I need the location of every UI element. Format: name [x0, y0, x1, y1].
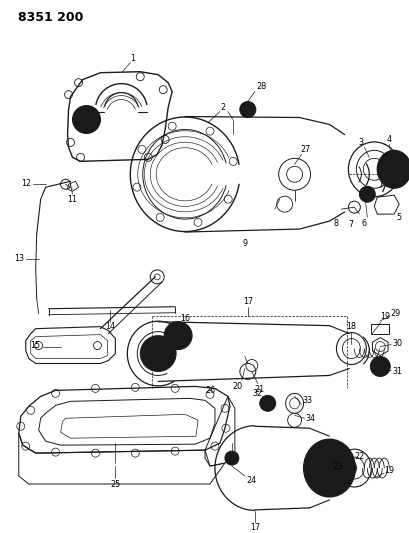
Text: 33: 33 [302, 396, 312, 405]
Text: 20: 20 [232, 382, 243, 391]
Text: 17: 17 [242, 297, 252, 306]
Circle shape [164, 322, 191, 350]
Text: 3: 3 [358, 138, 363, 147]
Text: 12: 12 [20, 179, 31, 188]
Text: 13: 13 [14, 254, 24, 263]
Text: 18: 18 [346, 322, 355, 331]
Text: 27: 27 [300, 145, 310, 154]
Text: 8: 8 [333, 219, 338, 228]
Text: 7: 7 [348, 220, 353, 229]
Text: 4: 4 [386, 135, 391, 144]
Text: 26: 26 [204, 386, 214, 395]
Text: 1: 1 [130, 54, 135, 63]
Text: 8351 200: 8351 200 [18, 11, 83, 25]
Text: 14: 14 [105, 322, 115, 331]
Ellipse shape [303, 439, 355, 497]
Text: 11: 11 [67, 195, 77, 204]
Circle shape [259, 395, 275, 411]
Circle shape [358, 186, 374, 202]
Text: 24: 24 [246, 475, 256, 484]
Circle shape [225, 451, 238, 465]
Text: 23: 23 [332, 462, 342, 471]
Text: 25: 25 [110, 480, 120, 489]
Text: 2: 2 [220, 103, 225, 112]
Circle shape [369, 357, 389, 376]
Ellipse shape [376, 150, 409, 188]
Text: 19: 19 [379, 312, 389, 321]
Text: 19: 19 [383, 465, 393, 474]
Text: 32: 32 [252, 389, 262, 398]
Circle shape [72, 106, 100, 133]
Text: 9: 9 [242, 239, 247, 248]
Ellipse shape [384, 159, 402, 179]
Ellipse shape [311, 448, 346, 488]
Circle shape [76, 110, 96, 130]
Text: 5: 5 [396, 213, 401, 222]
Text: 31: 31 [391, 367, 401, 376]
Text: 34: 34 [305, 414, 315, 423]
Text: 16: 16 [180, 314, 190, 323]
Text: 15: 15 [31, 341, 40, 350]
Circle shape [239, 102, 255, 117]
Text: 30: 30 [391, 339, 401, 348]
Text: 22: 22 [353, 451, 364, 461]
Circle shape [140, 336, 176, 372]
Text: 17: 17 [249, 523, 259, 532]
Text: 29: 29 [389, 309, 399, 318]
Text: 6: 6 [361, 219, 366, 228]
Text: 28: 28 [256, 82, 266, 91]
Text: 21: 21 [254, 385, 264, 394]
